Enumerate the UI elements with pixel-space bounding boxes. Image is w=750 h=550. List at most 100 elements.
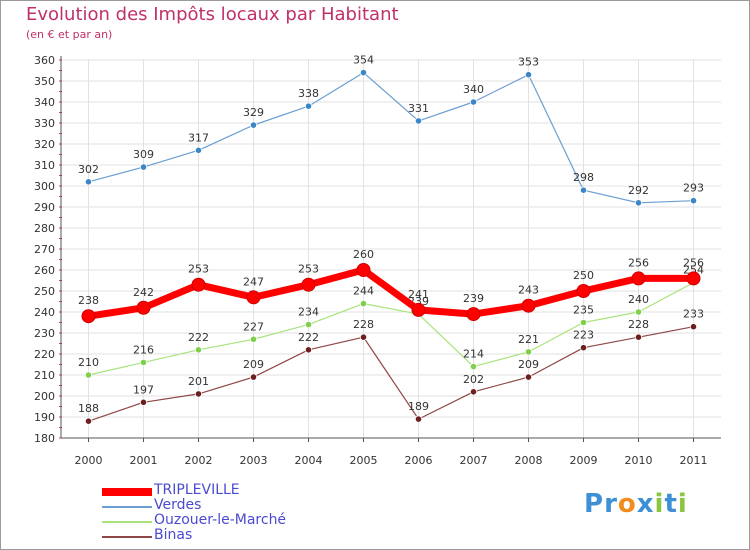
x-tick-label: 2000: [75, 454, 103, 467]
data-label-tripleville: 253: [298, 263, 319, 276]
data-label-binas: 223: [573, 329, 594, 342]
logo-letter: x: [636, 489, 655, 519]
data-point-verdes: [194, 146, 203, 154]
legend-swatch-tripleville: [102, 488, 152, 496]
series-line-tripleville: [85, 266, 697, 320]
series-line-ouzouer-le-march-: [87, 282, 695, 376]
data-point-ouzouer-le-march-: [194, 346, 203, 354]
data-point-ouzouer-le-march-: [359, 299, 368, 308]
data-label-verdes: 353: [518, 56, 539, 69]
data-point-binas: [524, 373, 533, 381]
data-label-verdes: 317: [188, 131, 209, 144]
x-tick-label: 2009: [570, 454, 598, 467]
data-point-tripleville: [686, 271, 701, 286]
legend-swatch-ouzouer-le-march-: [102, 521, 152, 523]
data-point-tripleville: [466, 307, 481, 322]
data-point-verdes: [139, 163, 148, 171]
y-tick-label: 180: [34, 432, 55, 445]
y-tick-label: 220: [34, 348, 55, 361]
data-point-binas: [194, 390, 203, 398]
chart-title: Evolution des Impôts locaux par Habitant: [26, 4, 399, 25]
data-label-tripleville: 242: [133, 286, 154, 299]
data-label-ouzouer-le-march-: 210: [78, 356, 99, 369]
data-label-binas: 228: [628, 318, 649, 331]
data-point-binas: [634, 333, 643, 341]
data-label-binas: 228: [353, 318, 374, 331]
data-point-verdes: [634, 199, 643, 207]
data-label-ouzouer-le-march-: 214: [463, 348, 484, 361]
data-label-binas: 189: [408, 400, 429, 413]
data-label-verdes: 338: [298, 87, 319, 100]
x-tick-label: 2007: [460, 454, 488, 467]
data-point-tripleville: [246, 290, 261, 305]
data-label-ouzouer-le-march-: 235: [573, 304, 594, 317]
legend-item-binas: Binas: [102, 527, 342, 544]
legend-item-verdes: Verdes: [102, 497, 342, 514]
y-tick-label: 340: [34, 96, 55, 109]
data-point-ouzouer-le-march-: [304, 320, 313, 329]
y-tick-label: 230: [34, 327, 55, 340]
chart-subtitle: (en € et par an): [26, 28, 113, 41]
data-point-verdes: [469, 98, 478, 106]
data-label-ouzouer-le-march-: 240: [628, 293, 649, 306]
data-label-verdes: 354: [353, 54, 374, 67]
legend-swatch-binas: [102, 536, 152, 538]
data-label-ouzouer-le-march-: 221: [518, 333, 539, 346]
proxiti-logo: Proxiti: [584, 489, 688, 519]
data-point-binas: [139, 398, 148, 406]
data-point-ouzouer-le-march-: [249, 335, 258, 343]
data-label-tripleville: 250: [573, 269, 594, 282]
y-tick-label: 290: [34, 201, 55, 214]
y-tick-label: 310: [34, 159, 55, 172]
data-label-verdes: 293: [683, 182, 704, 195]
y-tick-label: 240: [34, 306, 55, 319]
y-tick-label: 270: [34, 243, 55, 256]
x-tick-label: 2005: [350, 454, 378, 467]
logo-letter: r: [604, 489, 618, 519]
data-label-tripleville: 256: [628, 256, 649, 269]
x-tick-label: 2004: [295, 454, 323, 467]
y-tick-label: 300: [34, 180, 55, 193]
data-label-tripleville: 256: [683, 256, 704, 269]
y-tick-label: 260: [34, 264, 55, 277]
logo-letter: o: [617, 489, 637, 519]
y-tick-label: 190: [34, 411, 55, 424]
data-label-verdes: 309: [133, 148, 154, 161]
logo-letter: P: [584, 489, 605, 519]
data-point-tripleville: [356, 263, 371, 277]
data-point-ouzouer-le-march-: [579, 318, 588, 327]
data-point-binas: [304, 346, 313, 354]
legend-item-ouzouer-le-march-: Ouzouer-le-Marché: [102, 512, 342, 529]
data-label-verdes: 292: [628, 184, 649, 197]
data-label-ouzouer-le-march-: 216: [133, 343, 154, 356]
y-tick-label: 280: [34, 222, 55, 235]
data-point-verdes: [414, 117, 423, 125]
y-tick-label: 200: [34, 390, 55, 403]
data-point-ouzouer-le-march-: [524, 348, 533, 356]
data-label-binas: 188: [78, 402, 99, 415]
data-label-ouzouer-le-march-: 254: [683, 264, 704, 277]
data-point-tripleville: [81, 309, 96, 324]
logo-letter: t: [664, 489, 678, 519]
data-point-binas: [84, 417, 93, 425]
data-point-binas: [359, 333, 368, 341]
data-point-tripleville: [301, 277, 316, 292]
legend-label-verdes: Verdes: [154, 497, 202, 513]
x-tick-label: 2003: [240, 454, 268, 467]
chart-legend: TRIPLEVILLE Verdes Ouzouer-le-Marché Binas: [102, 482, 342, 544]
data-label-binas: 201: [188, 375, 209, 388]
data-label-tripleville: 260: [353, 248, 374, 261]
data-point-ouzouer-le-march-: [139, 358, 148, 366]
series-line-binas: [87, 326, 695, 422]
data-point-tripleville: [411, 302, 426, 317]
series-line-verdes: [87, 71, 695, 204]
data-point-tripleville: [191, 277, 206, 292]
data-label-ouzouer-le-march-: 222: [188, 331, 209, 344]
data-point-binas: [249, 373, 258, 381]
y-tick-label: 210: [34, 369, 55, 382]
x-tick-label: 2002: [185, 454, 213, 467]
y-tick-label: 360: [34, 54, 55, 67]
legend-item-tripleville: TRIPLEVILLE: [102, 482, 342, 499]
x-tick-label: 2011: [680, 454, 708, 467]
data-label-binas: 209: [518, 358, 539, 371]
